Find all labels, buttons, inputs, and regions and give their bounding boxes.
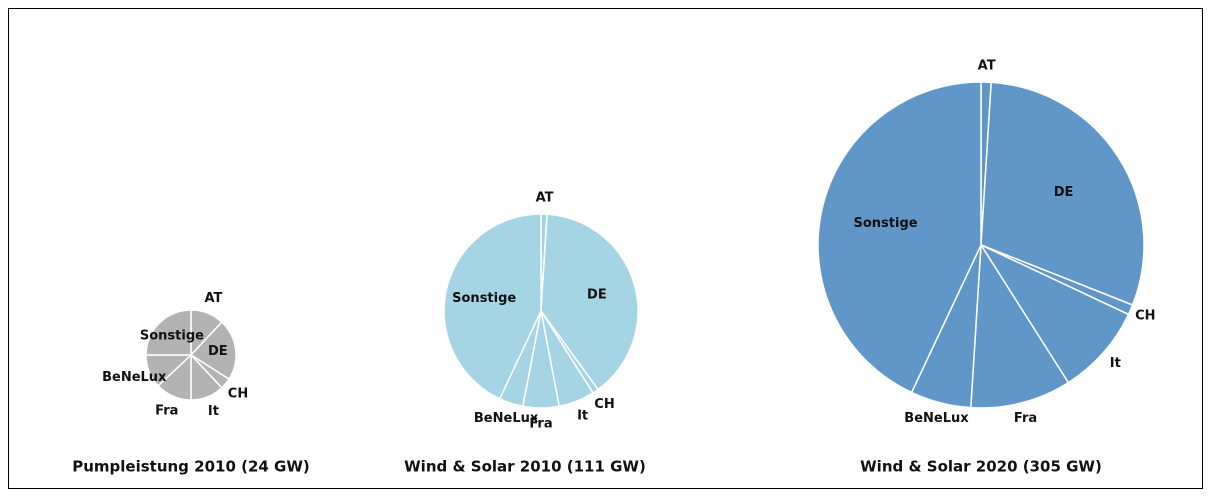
slice-label: Fra [529,417,552,432]
slice-label: Sonstige [452,291,516,306]
chart-title: Pumpleistung 2010 (24 GW) [72,458,310,476]
slice-label: Sonstige [854,216,918,231]
slice-label: BeNeLux [474,411,539,426]
chart-title: Wind & Solar 2020 (305 GW) [860,458,1102,476]
slice-label: It [577,409,588,424]
slice-label: BeNeLux [904,411,969,426]
slice-label: AT [978,59,996,74]
pie-slice [443,213,542,400]
slice-label: CH [1135,309,1155,324]
pie-slice [540,213,639,391]
slice-label: DE [208,344,228,359]
slice-label: Sonstige [140,328,204,343]
pie-slice [189,321,237,381]
pie-slice [978,243,1130,384]
slice-label: CH [228,386,248,401]
slice-label: It [1110,356,1121,371]
slice-label: Fra [1014,411,1037,426]
frame [8,8,1203,489]
pie-slice [817,81,982,394]
slice-label: AT [204,291,222,306]
slice-label: DE [587,287,607,302]
slice-label: BeNeLux [102,370,167,385]
pie-slice [145,309,192,356]
slice-label: Fra [155,403,178,418]
chart-title: Wind & Solar 2010 (111 GW) [404,458,646,476]
slice-label: AT [536,191,554,206]
pie-slice [980,81,1145,306]
slice-label: CH [594,397,614,412]
slice-label: It [208,404,219,419]
pie-slice [969,242,1070,409]
slice-label: DE [1054,185,1074,200]
